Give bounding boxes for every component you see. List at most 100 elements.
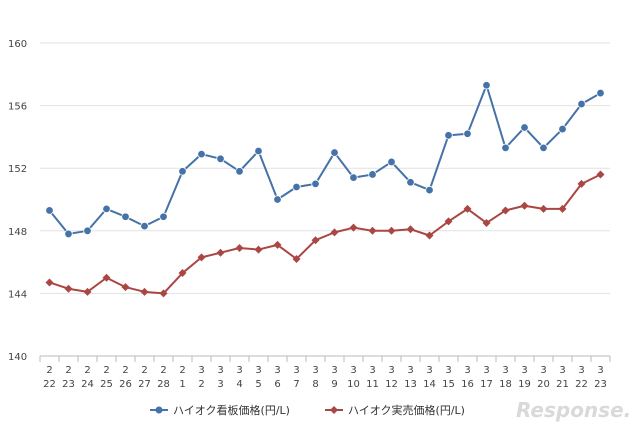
data-point-billboard-price <box>520 123 529 132</box>
data-point-billboard-price <box>330 148 339 157</box>
data-point-billboard-price <box>596 88 605 98</box>
x-tick-month: 3 <box>483 365 489 376</box>
data-point-actual-price <box>406 225 415 234</box>
x-tick-day: 28 <box>157 379 170 390</box>
data-point-actual-price <box>235 244 244 253</box>
data-point-billboard-price <box>254 146 263 156</box>
x-tick-day: 8 <box>312 379 318 390</box>
watermark-text: Response. <box>516 398 631 422</box>
x-tick-month: 2 <box>103 365 109 376</box>
data-point-actual-price <box>387 226 396 235</box>
x-tick-day: 22 <box>575 379 588 390</box>
x-tick-day: 10 <box>347 379 360 390</box>
data-point-billboard-price <box>235 167 244 176</box>
x-tick-month: 3 <box>312 365 318 376</box>
data-point-actual-price <box>368 226 377 235</box>
data-point-billboard-price <box>140 221 149 231</box>
data-point-actual-price <box>197 253 206 262</box>
data-point-billboard-price <box>216 154 225 164</box>
y-tick-label: 160 <box>8 39 27 50</box>
data-point-billboard-price <box>349 173 358 182</box>
x-tick-day: 3 <box>217 379 223 390</box>
x-tick-month: 3 <box>578 365 584 376</box>
data-point-actual-price <box>463 204 472 213</box>
x-tick-day: 24 <box>81 379 94 390</box>
data-point-billboard-price <box>539 143 548 153</box>
x-tick-month: 2 <box>141 365 147 376</box>
x-tick-month: 3 <box>540 365 546 376</box>
x-tick-month: 2 <box>160 365 166 376</box>
x-tick-day: 6 <box>274 379 280 390</box>
data-point-billboard-price <box>102 204 111 214</box>
x-tick-day: 23 <box>594 379 607 390</box>
y-tick-label: 156 <box>8 102 27 113</box>
gridlines <box>39 42 611 362</box>
x-tick-month: 3 <box>369 365 375 376</box>
legend: ハイオク看板価格(円/L) ハイオク実売価格(円/L) <box>150 403 465 417</box>
data-point-billboard-price <box>45 206 54 215</box>
series-markers <box>45 81 605 298</box>
data-point-billboard-price <box>368 170 377 179</box>
x-tick-day: 7 <box>293 379 299 390</box>
data-point-actual-price <box>558 204 567 213</box>
x-tick-day: 12 <box>385 379 398 390</box>
x-tick-month: 3 <box>274 365 280 376</box>
x-tick-month: 3 <box>597 365 603 376</box>
data-point-billboard-price <box>577 99 586 109</box>
data-point-actual-price <box>596 170 605 179</box>
data-point-actual-price <box>311 236 320 245</box>
x-tick-day: 1 <box>179 379 185 390</box>
data-point-billboard-price <box>159 212 168 221</box>
data-point-actual-price <box>292 254 301 263</box>
x-tick-month: 3 <box>217 365 223 376</box>
data-point-actual-price <box>577 179 586 188</box>
x-tick-day: 26 <box>119 379 132 390</box>
x-tick-month: 3 <box>559 365 565 376</box>
x-tick-day: 19 <box>518 379 531 390</box>
x-tick-month: 3 <box>236 365 242 376</box>
data-point-billboard-price <box>273 195 282 204</box>
y-tick-label: 144 <box>8 289 27 300</box>
data-point-actual-price <box>178 269 187 278</box>
x-tick-day: 13 <box>404 379 417 390</box>
y-tick-label: 140 <box>8 352 27 363</box>
x-tick-month: 3 <box>350 365 356 376</box>
x-tick-month: 3 <box>331 365 337 376</box>
data-point-billboard-price <box>482 81 491 90</box>
x-tick-month: 3 <box>445 365 451 376</box>
x-tick-month: 3 <box>502 365 508 376</box>
data-point-billboard-price <box>292 182 301 192</box>
data-point-actual-price <box>273 240 282 249</box>
x-tick-day: 14 <box>423 379 436 390</box>
x-tick-day: 20 <box>537 379 550 390</box>
series-line-actual-price <box>49 173 601 295</box>
data-point-actual-price <box>501 206 510 215</box>
y-tick-label: 152 <box>8 164 27 175</box>
data-point-billboard-price <box>64 229 73 239</box>
x-axis-ticks: 2222232242252262272282132333435363738393… <box>43 365 607 390</box>
x-tick-day: 25 <box>100 379 113 390</box>
x-tick-month: 3 <box>255 365 261 376</box>
x-tick-month: 2 <box>84 365 90 376</box>
series-line-billboard-price <box>48 84 601 235</box>
data-point-actual-price <box>330 228 339 237</box>
x-tick-month: 3 <box>293 365 299 376</box>
x-tick-day: 5 <box>255 379 261 390</box>
y-axis-ticks: 140 144 148 152 156 160 <box>8 39 27 363</box>
data-point-billboard-price <box>121 212 130 221</box>
data-point-actual-price <box>425 231 434 240</box>
x-tick-month: 2 <box>179 365 185 376</box>
data-point-actual-price <box>254 245 263 254</box>
data-point-actual-price <box>121 283 130 292</box>
x-tick-month: 2 <box>122 365 128 376</box>
legend-item-billboard-price: ハイオク看板価格(円/L) <box>150 403 290 417</box>
legend-diamond-icon <box>330 406 338 414</box>
x-tick-day: 2 <box>198 379 204 390</box>
x-tick-month: 3 <box>388 365 394 376</box>
data-point-billboard-price <box>444 131 453 140</box>
data-point-billboard-price <box>387 157 396 167</box>
x-tick-month: 3 <box>426 365 432 376</box>
x-tick-day: 16 <box>461 379 474 390</box>
series-lines <box>48 84 601 295</box>
